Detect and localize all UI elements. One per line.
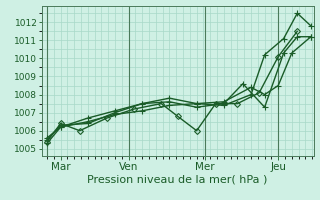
X-axis label: Pression niveau de la mer( hPa ): Pression niveau de la mer( hPa ) xyxy=(87,174,268,184)
